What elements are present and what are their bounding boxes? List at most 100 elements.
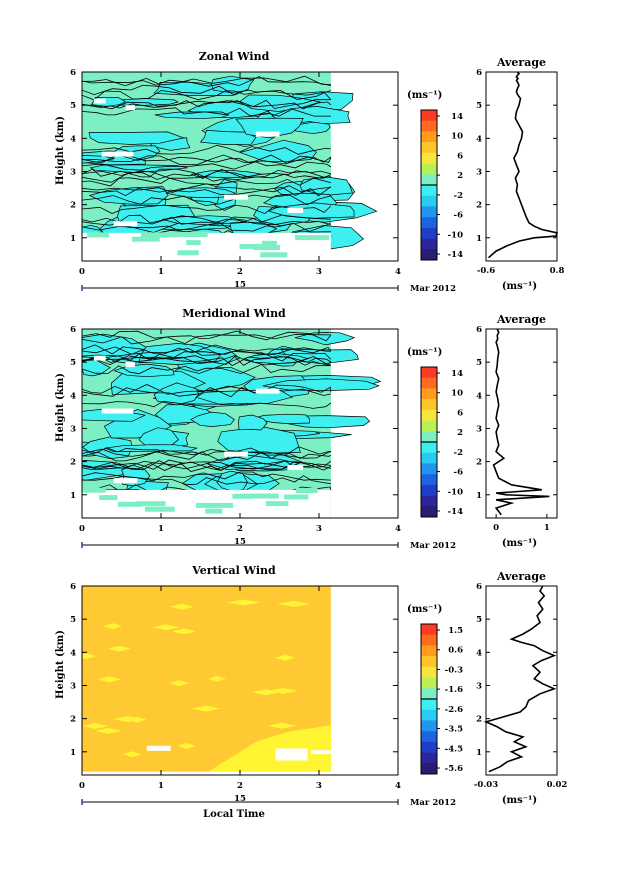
- month-label: Mar 2012: [410, 284, 456, 294]
- x-tick-label: 4: [395, 781, 401, 791]
- contour-line: [82, 448, 332, 459]
- updraft-patch: [82, 722, 108, 729]
- x-tick-label: 2: [237, 267, 243, 277]
- updraft-patch: [269, 687, 298, 694]
- x-tick-label: 3: [316, 524, 322, 534]
- y-axis-label: Height (km): [55, 373, 66, 442]
- x-tick-label: 1: [158, 524, 164, 534]
- average-profile: Average 1 2 3 4 5 6 -0.03 0.02 (ms⁻¹): [474, 570, 568, 806]
- low-data-patch: [260, 252, 288, 258]
- contour-line: [82, 460, 332, 471]
- updraft-patch: [191, 705, 221, 712]
- updraft-patch: [94, 727, 122, 734]
- contour-region: [294, 332, 356, 346]
- profile-frame: [485, 328, 558, 519]
- profile-y-tick-label: 5: [476, 358, 482, 368]
- colorbar-swatch: [421, 131, 437, 143]
- contour-line: [82, 161, 332, 171]
- profile-title: Average: [496, 56, 546, 69]
- date-label: 15: [234, 537, 246, 547]
- updraft-patch: [152, 624, 180, 631]
- x-tick-label: 2: [237, 524, 243, 534]
- low-data-patch: [186, 240, 201, 246]
- contour-line: [82, 183, 331, 193]
- y-tick-label: 4: [70, 391, 76, 401]
- colorbar-swatch: [421, 720, 437, 732]
- profile-y-tick-label: 2: [476, 458, 482, 468]
- colorbar-swatch: [421, 666, 437, 678]
- profile-y-tick-label: 3: [476, 167, 482, 177]
- updraft-patch: [126, 716, 147, 723]
- colorbar-tick-label: 14: [451, 112, 463, 122]
- profile-y-tick-label: 1: [476, 748, 482, 758]
- low-data-patch: [177, 250, 199, 256]
- contour-line: [82, 364, 331, 375]
- panel-title: Zonal Wind: [199, 50, 270, 63]
- low-data-patch: [295, 235, 330, 241]
- contour-region: [211, 75, 255, 94]
- y-tick-label: 1: [70, 491, 76, 501]
- contour-line: [82, 76, 331, 87]
- contour-region: [262, 378, 380, 391]
- y-axis-label: Height (km): [55, 630, 66, 699]
- profile-x-label: (ms⁻¹): [502, 795, 537, 806]
- updraft-patch: [169, 603, 194, 610]
- contour-line: [82, 475, 331, 486]
- contour-line: [82, 89, 332, 101]
- missing-data: [255, 131, 280, 137]
- contour-line: [82, 446, 332, 456]
- colorbar-swatch: [421, 238, 437, 250]
- profile-frame: [485, 71, 558, 262]
- profile-title: Average: [496, 313, 546, 326]
- low-data-patch: [295, 488, 318, 493]
- y-tick-label: 5: [70, 101, 76, 111]
- contour-region: [217, 426, 301, 454]
- colorbar-tick-label: -2.6: [445, 705, 463, 715]
- updraft-patch: [168, 680, 190, 687]
- updraft-patch: [171, 628, 197, 635]
- low-data-patch: [252, 245, 280, 250]
- profile-x-label: (ms⁻¹): [502, 538, 537, 549]
- contour-region: [165, 187, 236, 198]
- colorbar-swatch: [421, 206, 437, 218]
- profile-x-label: (ms⁻¹): [502, 281, 537, 292]
- average-profile: Average 1 2 3 4 5 6 0 1 (ms⁻¹): [476, 313, 558, 549]
- contour-line: [82, 172, 331, 183]
- y-tick-label: 4: [70, 134, 76, 144]
- profile-line: [487, 71, 559, 259]
- profile-frame: [485, 585, 558, 776]
- missing-data: [287, 207, 304, 213]
- x-tick-label: 3: [316, 781, 322, 791]
- colorbar-swatch: [421, 741, 437, 753]
- contour-line: [82, 356, 332, 367]
- colorbar-tick-label: -3.5: [445, 725, 463, 735]
- colorbar-swatch: [421, 634, 437, 646]
- colorbar-tick-label: 2: [457, 171, 463, 181]
- profile-title: Average: [496, 570, 546, 583]
- missing-data: [287, 464, 304, 470]
- missing-data: [255, 388, 280, 394]
- contour-line: [82, 451, 332, 462]
- colorbar-tick-label: -6: [454, 211, 464, 221]
- colorbar-unit: (ms⁻¹): [407, 90, 442, 101]
- contour-line: [82, 333, 331, 345]
- colorbar-unit: (ms⁻¹): [407, 604, 442, 615]
- y-tick-label: 3: [70, 424, 76, 434]
- x-tick-label: 1: [158, 781, 164, 791]
- missing-data: [125, 105, 135, 111]
- colorbar-tick-label: -6: [454, 468, 464, 478]
- updraft-patch: [122, 751, 142, 758]
- colorbar-tick-label: -4.5: [445, 744, 463, 754]
- colorbar-swatch: [421, 709, 437, 721]
- low-data-patch: [87, 232, 109, 238]
- contour-line: [82, 355, 331, 366]
- colorbar-swatch: [421, 110, 437, 122]
- panel-title: Meridional Wind: [182, 307, 286, 320]
- colorbar-swatch: [421, 442, 437, 454]
- colorbar-unit: (ms⁻¹): [407, 347, 442, 358]
- low-data-patch: [242, 493, 279, 499]
- colorbar-tick-label: -5.6: [445, 764, 463, 774]
- colorbar-swatch: [421, 399, 437, 411]
- colorbar-swatch: [421, 688, 437, 700]
